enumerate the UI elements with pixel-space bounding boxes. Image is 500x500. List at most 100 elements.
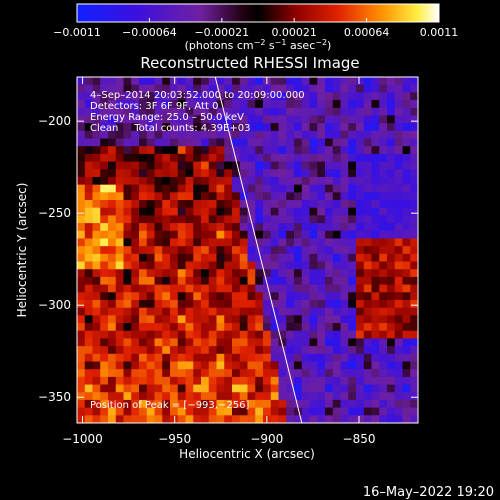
heatmap-cell <box>208 100 217 109</box>
heatmap-cell <box>379 207 388 216</box>
heatmap-cell <box>371 399 380 409</box>
heatmap-cell <box>286 207 295 216</box>
heatmap-cell <box>309 215 318 224</box>
heatmap-cell <box>410 261 418 270</box>
heatmap-cell <box>371 276 380 285</box>
heatmap-cell <box>123 138 132 147</box>
heatmap-cell <box>239 292 248 301</box>
heatmap-cell <box>224 207 233 216</box>
heatmap-cell <box>100 223 109 232</box>
heatmap-cell <box>201 238 210 247</box>
heatmap-cell <box>363 215 372 224</box>
heatmap-cell <box>309 207 318 216</box>
heatmap-cell <box>301 323 310 332</box>
heatmap-cell <box>348 223 357 232</box>
heatmap-cell <box>162 77 171 86</box>
heatmap-cell <box>185 253 194 262</box>
heatmap-cell <box>294 115 303 124</box>
heatmap-cell <box>325 215 334 224</box>
heatmap-cell <box>92 153 101 162</box>
heatmap-cell <box>317 192 326 201</box>
heatmap-cell <box>247 253 256 262</box>
heatmap-cell <box>185 146 194 155</box>
heatmap-cell <box>387 353 396 362</box>
heatmap-cell <box>410 323 418 332</box>
heatmap-cell <box>123 292 132 301</box>
heatmap-cell <box>100 269 109 278</box>
heatmap-cell <box>224 361 233 370</box>
heatmap-cell <box>356 269 365 278</box>
heatmap-cell <box>239 261 248 270</box>
heatmap-cell <box>232 369 241 378</box>
heatmap-cell <box>92 330 101 339</box>
heatmap-cell <box>286 246 295 255</box>
heatmap-cell <box>139 346 148 355</box>
heatmap-cell <box>100 215 109 224</box>
heatmap-cell <box>255 338 264 347</box>
heatmap-cell <box>247 207 256 216</box>
heatmap-cell <box>379 115 388 124</box>
heatmap-cell <box>332 392 341 401</box>
heatmap-cell <box>325 299 334 309</box>
heatmap-cell <box>239 153 248 162</box>
heatmap-cell <box>84 130 93 139</box>
heatmap-cell <box>232 246 241 255</box>
heatmap-cell <box>247 223 256 232</box>
heatmap-cell <box>387 407 396 416</box>
heatmap-cell <box>340 346 349 355</box>
colorbar-ticks: −0.0011 −0.00064 −0.00021 0.00021 0.00064 0.0… <box>53 18 458 39</box>
heatmap-cell <box>224 77 233 86</box>
heatmap-cell <box>247 338 256 347</box>
heatmap-cell <box>332 100 341 109</box>
heatmap-cell <box>394 399 403 409</box>
heatmap-cell <box>247 353 256 362</box>
heatmap-cell <box>84 323 93 332</box>
heatmap-cell <box>185 184 194 193</box>
heatmap-cell <box>224 246 233 255</box>
heatmap-cell <box>371 261 380 270</box>
colorbar-frame <box>76 3 440 23</box>
heatmap-cell <box>263 115 272 124</box>
heatmap-cell <box>208 346 217 355</box>
heatmap-cell <box>387 399 396 409</box>
heatmap-cell <box>402 238 411 247</box>
heatmap-cell <box>216 153 225 162</box>
heatmap-cell <box>387 146 396 155</box>
heatmap-cell <box>232 323 241 332</box>
heatmap-cell <box>387 130 396 139</box>
heatmap-cell <box>201 269 210 278</box>
heatmap-cell <box>131 315 140 324</box>
heatmap-cell <box>402 353 411 362</box>
heatmap-cell <box>201 392 210 401</box>
heatmap-cell <box>356 123 365 132</box>
heatmap-cell <box>363 123 372 132</box>
x-tick-label: −900 <box>250 432 283 446</box>
heatmap-cell <box>239 107 248 116</box>
heatmap-cell <box>410 338 418 347</box>
heatmap-cell <box>131 353 140 362</box>
heatmap-cell <box>363 392 372 401</box>
heatmap-cell <box>170 184 179 193</box>
heatmap-cell <box>247 292 256 301</box>
heatmap-cell <box>232 399 241 409</box>
heatmap-cell <box>162 130 171 139</box>
heatmap-cell <box>255 399 264 409</box>
heatmap-cell <box>92 269 101 278</box>
heatmap-cell <box>363 153 372 162</box>
heatmap-cell <box>115 146 124 155</box>
heatmap-cell <box>92 407 101 416</box>
heatmap-cell <box>162 153 171 162</box>
heatmap-cell <box>255 323 264 332</box>
heatmap-cell <box>387 415 396 423</box>
heatmap-cell <box>170 269 179 278</box>
heatmap-cell <box>201 153 210 162</box>
heatmap-cell <box>216 77 225 86</box>
heatmap-cell <box>356 215 365 224</box>
heatmap-cell <box>301 284 310 293</box>
heatmap-cell <box>402 107 411 116</box>
heatmap-cell <box>402 415 411 423</box>
heatmap-cell <box>185 161 194 170</box>
heatmap-cell <box>224 92 233 101</box>
heatmap-cell <box>208 246 217 255</box>
heatmap-cell <box>363 169 372 178</box>
